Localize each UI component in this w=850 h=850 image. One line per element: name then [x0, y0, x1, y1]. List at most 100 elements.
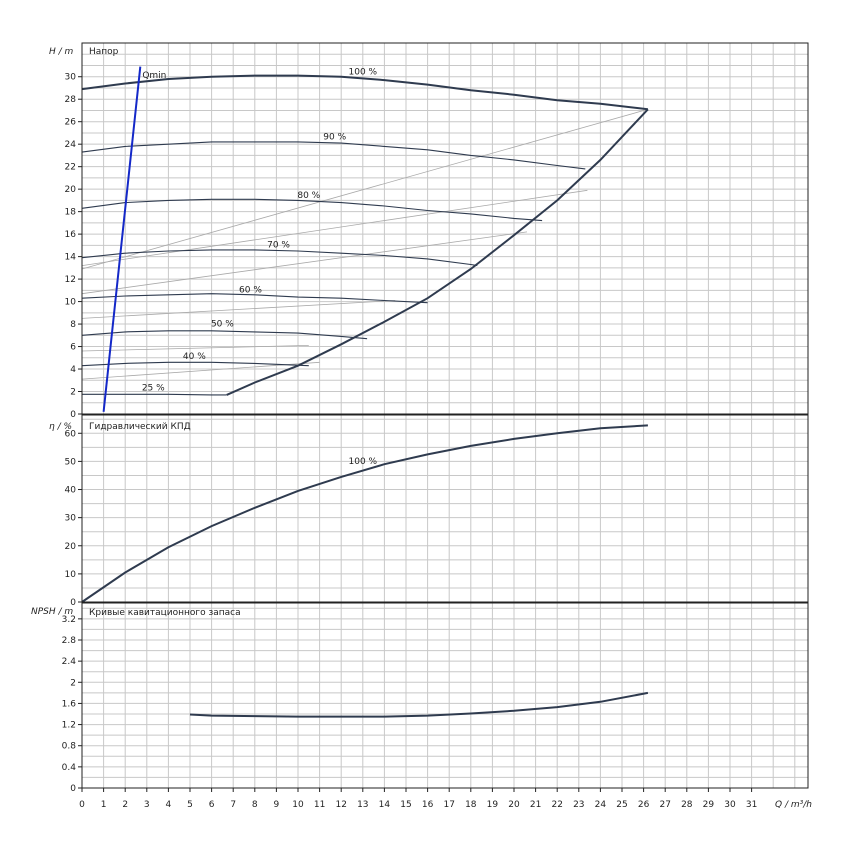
- x-tick-label: 22: [551, 800, 562, 810]
- y-tick-label: 14: [65, 253, 77, 263]
- x-tick-label: 11: [314, 800, 325, 810]
- panel-frame: [81, 42, 809, 415]
- efficiency-curve-label: 100 %: [349, 457, 378, 467]
- x-tick-label: 20: [508, 800, 520, 810]
- y-tick-label: 2: [70, 678, 76, 688]
- speed-curve: [82, 393, 227, 396]
- x-tick-label: 18: [465, 800, 477, 810]
- x-tick-label: 9: [274, 800, 280, 810]
- y-tick-label: 4: [70, 365, 76, 375]
- x-tick-label: 8: [252, 800, 258, 810]
- x-tick-label: 2: [122, 800, 128, 810]
- speed-curve: [81, 330, 368, 340]
- npsh-axis-label: NPSH / m: [31, 607, 73, 617]
- efficiency-isoline: [81, 345, 309, 352]
- y-tick-label: 6: [70, 343, 76, 353]
- y-tick-label: 10: [65, 298, 77, 308]
- x-tick-label: 24: [595, 800, 607, 810]
- y-tick-label: 40: [65, 486, 77, 496]
- x-tick-label: 21: [530, 800, 541, 810]
- y-tick-label: 20: [65, 542, 77, 552]
- speed-curve-label: 100 %: [349, 67, 378, 77]
- efficiency-isoline: [81, 300, 396, 319]
- x-tick-label: 29: [703, 800, 715, 810]
- x-tick-label: 0: [79, 800, 85, 810]
- x-tick-label: 10: [292, 800, 304, 810]
- y-tick-label: 0.4: [62, 763, 77, 773]
- efficiency-isoline: [81, 189, 588, 266]
- y-tick-label: 2: [70, 388, 76, 398]
- x-tick-label: 25: [616, 800, 627, 810]
- x-tick-label: 17: [443, 800, 454, 810]
- x-tick-label: 15: [400, 800, 411, 810]
- y-tick-label: 30: [65, 514, 77, 524]
- curves: 100 % 90 % 80 % 70 % 60 % 50 % 40 % 25 % Qmin 100…: [81, 66, 649, 718]
- panel-frame: [81, 414, 809, 603]
- speed-curve: [81, 293, 428, 304]
- x-tick-label: 7: [230, 800, 236, 810]
- y-tick-label: 1.2: [62, 721, 76, 731]
- speed-curve-label: 70 %: [267, 241, 290, 251]
- y-tick-label: 12: [65, 275, 76, 285]
- flow-axis-label: Q / m³/h: [775, 800, 812, 810]
- y-tick-label: 2.4: [62, 657, 77, 667]
- head-panel-title: Напор: [89, 47, 119, 57]
- qmin-line: [102, 66, 142, 412]
- efficiency-panel-title: Гидравлический КПД: [89, 422, 191, 432]
- speed-curve-label: 90 %: [323, 133, 346, 143]
- y-tick-label: 0: [70, 410, 76, 420]
- speed-curve-label: 60 %: [239, 286, 262, 296]
- y-tick-label: 24: [65, 140, 77, 150]
- x-tick-label: 12: [335, 800, 346, 810]
- y-tick-label: 10: [65, 570, 77, 580]
- x-tick-label: 13: [357, 800, 368, 810]
- speed-curve-label: 80 %: [297, 191, 320, 201]
- y-tick-label: 1.6: [62, 699, 77, 709]
- operating-limit-curve: [226, 108, 649, 396]
- y-tick-label: 16: [65, 230, 77, 240]
- efficiency-isoline: [81, 361, 320, 380]
- speed-curve-label: 50 %: [211, 319, 234, 329]
- x-tick-label: 14: [379, 800, 391, 810]
- x-tick-label: 30: [724, 800, 736, 810]
- y-tick-label: 0.8: [62, 742, 77, 752]
- npsh-panel-title: Кривые кавитационного запаса: [89, 608, 241, 618]
- head-axis-label: H / m: [49, 47, 74, 57]
- npsh-curve: [189, 691, 649, 718]
- efficiency-isoline: [81, 231, 528, 295]
- y-tick-label: 18: [65, 208, 77, 218]
- y-tick-label: 0: [70, 598, 76, 608]
- x-tick-label: 19: [487, 800, 499, 810]
- speed-curve-label: 25 %: [142, 383, 165, 393]
- x-tick-label: 4: [166, 800, 172, 810]
- speed-curve: [81, 141, 586, 170]
- speed-curve: [81, 361, 309, 367]
- panel-frame: [81, 602, 809, 789]
- x-tick-label: 28: [681, 800, 693, 810]
- y-tick-label: 2.8: [62, 636, 77, 646]
- efficiency-isolines: [81, 108, 649, 380]
- x-tick-label: 31: [746, 800, 757, 810]
- efficiency-axis-label: η / %: [49, 422, 72, 432]
- efficiency-curve: [81, 424, 648, 603]
- x-tick-label: 26: [638, 800, 650, 810]
- speed-curve-label: 40 %: [183, 352, 206, 362]
- tick-labels: 0246810121416182022242628300102030405060…: [62, 73, 758, 810]
- speed-curve: [81, 198, 543, 222]
- x-tick-label: 5: [187, 800, 193, 810]
- qmin-label: Qmin: [142, 71, 166, 81]
- y-tick-label: 28: [65, 95, 77, 105]
- x-tick-label: 6: [209, 800, 215, 810]
- speed-curve: [81, 74, 649, 111]
- y-tick-label: 60: [65, 429, 77, 439]
- x-tick-label: 3: [144, 800, 150, 810]
- y-tick-label: 30: [65, 73, 77, 83]
- x-tick-label: 16: [422, 800, 434, 810]
- x-tick-label: 23: [573, 800, 584, 810]
- y-tick-label: 20: [65, 185, 77, 195]
- x-tick-label: 1: [101, 800, 107, 810]
- y-tick-label: 0: [70, 784, 76, 794]
- efficiency-isoline: [81, 108, 649, 270]
- y-tick-label: 26: [65, 118, 77, 128]
